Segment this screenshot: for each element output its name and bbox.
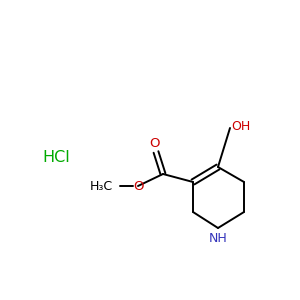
Text: O: O [133, 179, 143, 193]
Text: O: O [150, 137, 160, 150]
Text: HCl: HCl [42, 151, 70, 166]
Text: NH: NH [208, 232, 227, 245]
Text: H₃C: H₃C [90, 179, 113, 193]
Text: OH: OH [231, 121, 250, 134]
